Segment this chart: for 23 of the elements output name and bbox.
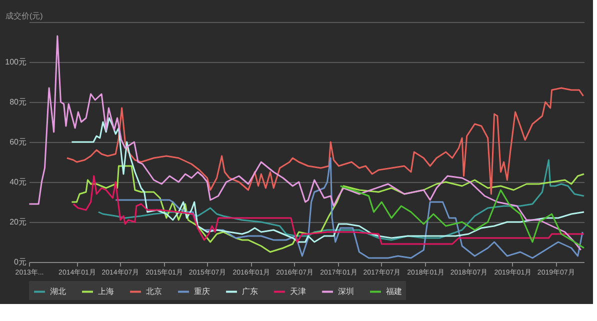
line-series <box>114 157 584 259</box>
line-series <box>66 87 584 195</box>
line-series <box>98 159 585 241</box>
legend-label: 天津 <box>290 286 306 296</box>
line-series <box>70 165 585 253</box>
y-tick-label: 60元 <box>10 138 26 146</box>
legend-label: 重庆 <box>194 286 210 296</box>
y-tick-label: 20元 <box>10 218 26 226</box>
legend-label: 福建 <box>386 286 402 296</box>
y-tick-label: 40元 <box>10 178 26 186</box>
legend-label: 北京 <box>146 286 162 296</box>
y-tick-label: 80元 <box>10 98 26 106</box>
legend-label: 湖北 <box>50 286 66 296</box>
y-tick-label: 0元 <box>14 258 26 266</box>
line-series <box>28 35 582 251</box>
y-axis-title: 成交价(元) <box>6 12 44 20</box>
legend-label: 深圳 <box>338 286 354 296</box>
y-tick-label: 100元 <box>5 58 26 66</box>
line-series <box>340 185 585 249</box>
legend-label: 广东 <box>242 286 258 296</box>
legend-label: 上海 <box>98 286 114 296</box>
line-series <box>72 175 585 245</box>
line-series <box>70 117 585 243</box>
